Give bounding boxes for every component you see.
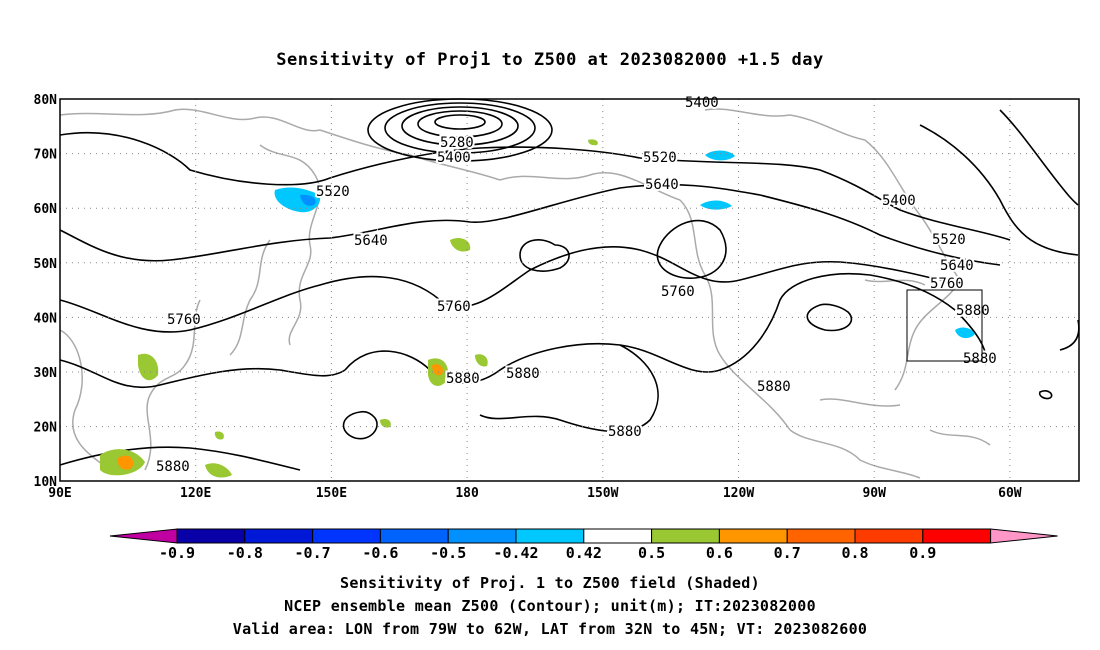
contour-label: 5760 xyxy=(437,299,471,315)
valid-area-box xyxy=(906,289,983,362)
contour-label: 5760 xyxy=(661,284,695,300)
contour-label: 5880 xyxy=(506,366,540,382)
lon-tick-label: 150W xyxy=(587,486,618,501)
colorbar-labels: -0.9 -0.8 -0.7 -0.6 -0.5 -0.42 0.42 0.5 0.6 0.7 0.… xyxy=(159,544,936,562)
colorbar-segment xyxy=(583,528,653,544)
lon-tick-label: 180 xyxy=(455,486,479,501)
colorbar-tick-label: 0.9 xyxy=(909,544,936,562)
lon-tick-label: 90E xyxy=(48,486,71,501)
contour-label: 5400 xyxy=(882,193,916,209)
pos-patch-9 xyxy=(588,139,598,146)
colorbar-segment xyxy=(718,528,788,544)
map-grid xyxy=(60,99,1079,481)
latitude-axis: 80N 70N 60N 50N 40N 30N 20N 10N xyxy=(34,93,58,490)
colorbar-max-triangle xyxy=(990,528,1058,544)
lon-tick-label: 120W xyxy=(723,486,754,501)
lon-tick-label: 150E xyxy=(316,486,347,501)
lat-tick-label: 40N xyxy=(34,311,58,326)
colorbar-segment xyxy=(651,528,720,544)
contour-label: 5760 xyxy=(167,312,201,328)
pos-patch-2 xyxy=(138,353,159,381)
lat-tick-label: 70N xyxy=(34,148,58,163)
caption-line-1: Sensitivity of Proj. 1 to Z500 field (Sh… xyxy=(340,574,760,592)
neg-patch-alaska-2 xyxy=(700,200,732,210)
colorbar-min-triangle xyxy=(109,528,178,544)
colorbar xyxy=(109,528,1058,544)
contour-label: 5280 xyxy=(440,135,474,151)
contour-label: 5400 xyxy=(437,150,471,166)
pos-patch-5-core xyxy=(117,455,134,470)
contour-label: 5520 xyxy=(643,150,677,166)
coastline-layer xyxy=(59,108,991,479)
map-frame xyxy=(59,98,1080,482)
colorbar-segment xyxy=(922,528,992,544)
colorbar-segment xyxy=(176,528,246,544)
colorbar-tick-label: 0.5 xyxy=(638,544,665,562)
colorbar-tick-label: -0.6 xyxy=(362,544,398,562)
contour-label: 5640 xyxy=(645,177,679,193)
contour-labels: 5280 5400 5400 5400 5520 5520 5520 5640 … xyxy=(154,93,999,477)
caption-line-3: Valid area: LON from 79W to 62W, LAT fro… xyxy=(232,620,868,638)
colorbar-segment xyxy=(854,528,924,544)
chart-title: Sensitivity of Proj1 to Z500 at 20230820… xyxy=(276,50,824,70)
colorbar-segment xyxy=(244,528,314,544)
colorbar-segment xyxy=(515,528,585,544)
lat-tick-label: 30N xyxy=(34,366,58,381)
colorbar-tick-label: 0.8 xyxy=(841,544,868,562)
contour-label: 5520 xyxy=(932,232,966,248)
contour-label: 5880 xyxy=(963,351,997,367)
contour-label: 5640 xyxy=(354,233,388,249)
pos-patch-3-core xyxy=(432,364,443,376)
contour-layer xyxy=(59,98,1080,471)
colorbar-tick-label: 0.7 xyxy=(774,544,801,562)
longitude-axis: 90E 120E 150E 180 150W 120W 90W 60W xyxy=(48,486,1022,501)
colorbar-tick-label: -0.5 xyxy=(430,544,466,562)
contour-label: 5880 xyxy=(757,379,791,395)
lat-tick-label: 80N xyxy=(34,93,58,108)
contour-label: 5880 xyxy=(156,459,190,475)
contour-label: 5520 xyxy=(316,184,350,200)
colorbar-tick-label: 0.6 xyxy=(706,544,733,562)
colorbar-tick-label: 0.42 xyxy=(566,544,602,562)
contour-label: 5880 xyxy=(446,371,480,387)
pos-patch-6 xyxy=(205,463,232,478)
colorbar-tick-label: -0.8 xyxy=(227,544,263,562)
neg-patch-kamchatka-core xyxy=(300,194,316,206)
pos-patch-4 xyxy=(475,354,488,367)
neg-patch-alaska-1 xyxy=(705,150,735,161)
colorbar-segment xyxy=(447,528,517,544)
neg-patch-atlantic xyxy=(955,327,975,339)
contour-label: 5760 xyxy=(930,276,964,292)
lat-tick-label: 10N xyxy=(34,475,58,490)
lat-tick-label: 60N xyxy=(34,202,58,217)
colorbar-segment xyxy=(312,528,381,544)
lon-tick-label: 120E xyxy=(180,486,211,501)
neg-patch-kamchatka xyxy=(274,187,321,213)
contour-label: 5880 xyxy=(956,303,990,319)
lon-tick-label: 60W xyxy=(998,486,1022,501)
contour-label: 5640 xyxy=(940,258,974,274)
contour-label: 5880 xyxy=(608,424,642,440)
caption-line-2: NCEP ensemble mean Z500 (Contour); unit(… xyxy=(284,597,816,615)
colorbar-segment xyxy=(786,528,856,544)
colorbar-tick-label: -0.42 xyxy=(493,544,538,562)
colorbar-tick-label: -0.9 xyxy=(159,544,195,562)
lat-tick-label: 20N xyxy=(34,421,58,436)
pos-patch-7 xyxy=(380,418,391,428)
shading-layer xyxy=(100,139,975,478)
contour-label: 5400 xyxy=(685,95,719,111)
pos-patch-8 xyxy=(214,431,224,440)
lon-tick-label: 90W xyxy=(862,486,886,501)
pos-patch-1 xyxy=(450,238,471,252)
colorbar-tick-label: -0.7 xyxy=(295,544,331,562)
lat-tick-label: 50N xyxy=(34,257,58,272)
colorbar-segment xyxy=(379,528,449,544)
